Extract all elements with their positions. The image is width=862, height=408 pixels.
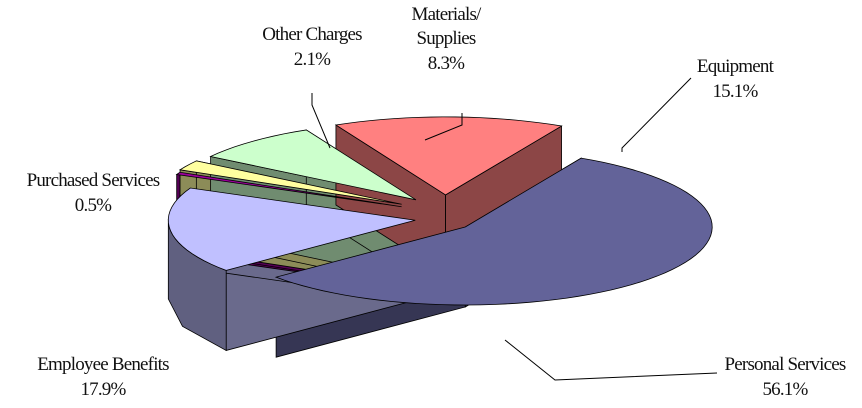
label-other-charges: Other Charges 2.1%: [262, 24, 362, 70]
slice-personal-services: [274, 157, 713, 306]
label-materials-supplies-name-line: Supplies: [416, 28, 475, 49]
label-materials-supplies-pct: 8.3%: [428, 53, 465, 74]
label-employee-benefits: Employee Benefits 17.9%: [37, 354, 169, 400]
leader-other-charges: [311, 93, 331, 149]
slice-other-charges: [178, 160, 402, 205]
slice-purchased-services: [175, 171, 402, 208]
label-personal-services-pct: 56.1%: [762, 379, 808, 400]
leader-materials-supplies: [424, 113, 463, 141]
pie-top-faces: [167, 116, 713, 306]
label-personal-services-name-line: Personal Services: [725, 354, 846, 375]
leader-personal-services: [504, 339, 718, 381]
pie-labels: Personal Services 56.1% Employee Benefits 1…: [27, 4, 847, 400]
label-purchased-services-name-line: Purchased Services: [27, 170, 160, 191]
label-personal-services: Personal Services 56.1%: [725, 354, 846, 400]
label-materials-supplies: Materials/Supplies 8.3%: [411, 4, 482, 74]
label-equipment: Equipment 15.1%: [697, 56, 775, 102]
label-purchased-services: Purchased Services 0.5%: [27, 170, 160, 216]
label-other-charges-name-line: Other Charges: [262, 24, 362, 45]
label-employee-benefits-pct: 17.9%: [80, 379, 126, 400]
label-materials-supplies-name-line: Materials/: [411, 4, 482, 25]
label-equipment-pct: 15.1%: [712, 81, 758, 102]
slice-materials-supplies: [209, 129, 417, 201]
label-equipment-name-line: Equipment: [697, 56, 775, 77]
label-purchased-services-pct: 0.5%: [75, 195, 112, 216]
slice-employee-benefits: [167, 187, 416, 271]
slice-equipment: [334, 116, 563, 196]
label-employee-benefits-name-line: Employee Benefits: [37, 354, 169, 375]
leader-equipment: [621, 77, 692, 152]
label-other-charges-pct: 2.1%: [294, 49, 331, 70]
